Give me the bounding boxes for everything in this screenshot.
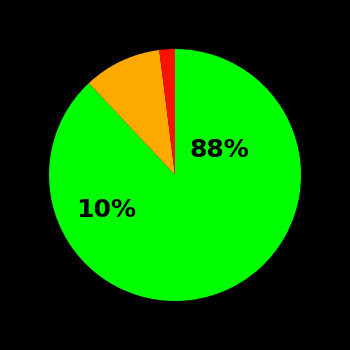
Text: 10%: 10%: [76, 198, 136, 222]
Wedge shape: [49, 49, 301, 301]
Text: 88%: 88%: [189, 138, 249, 162]
Wedge shape: [89, 50, 175, 175]
Wedge shape: [159, 49, 175, 175]
